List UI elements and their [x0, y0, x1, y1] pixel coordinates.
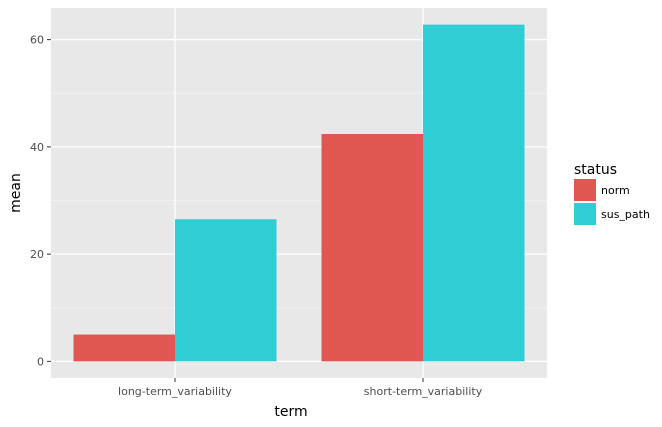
x-tick-label: long-term_variability [118, 385, 232, 398]
y-axis-title: mean [8, 173, 24, 213]
y-tick-label: 20 [30, 248, 44, 261]
x-tick-label: short-term_variability [364, 385, 483, 398]
legend-swatch-norm [574, 179, 596, 201]
y-axis: 0 20 40 60 [30, 34, 51, 368]
y-tick-label: 0 [37, 355, 44, 368]
legend-swatch-sus_path [574, 203, 596, 225]
bar-norm-long-term_variability [73, 334, 175, 362]
bar-sus_path-long-term_variability [175, 219, 277, 362]
y-tick-label: 60 [30, 34, 44, 47]
bar-norm-short-term_variability [321, 134, 423, 362]
y-tick-label: 40 [30, 141, 44, 154]
bars [73, 24, 525, 362]
legend-label-norm: norm [601, 184, 630, 197]
legend-title: status [574, 162, 617, 178]
x-axis: long-term_variability short-term_variabil… [118, 378, 483, 398]
legend: status norm sus_path [574, 162, 650, 225]
bar-sus_path-short-term_variability [423, 24, 525, 362]
legend-label-sus_path: sus_path [601, 208, 650, 221]
x-axis-title: term [274, 404, 307, 420]
